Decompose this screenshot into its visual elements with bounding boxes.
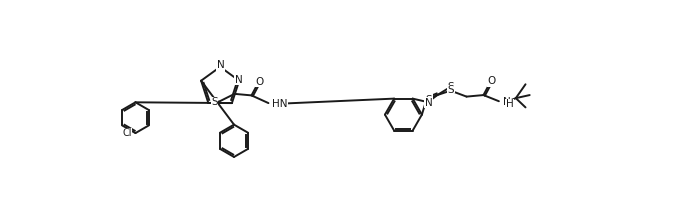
Text: N: N	[425, 98, 433, 108]
Text: H: H	[506, 99, 514, 109]
Text: O: O	[488, 76, 496, 86]
Text: N: N	[234, 75, 242, 85]
Text: S: S	[211, 97, 218, 107]
Text: N: N	[216, 61, 224, 71]
Text: S: S	[447, 86, 454, 95]
Text: N: N	[234, 75, 242, 85]
Text: S: S	[448, 82, 454, 92]
Text: N: N	[503, 97, 510, 107]
Text: HN: HN	[272, 99, 288, 109]
Text: N: N	[217, 60, 225, 70]
Text: S: S	[426, 95, 432, 105]
Text: Cl: Cl	[122, 128, 132, 138]
Text: O: O	[256, 77, 264, 87]
